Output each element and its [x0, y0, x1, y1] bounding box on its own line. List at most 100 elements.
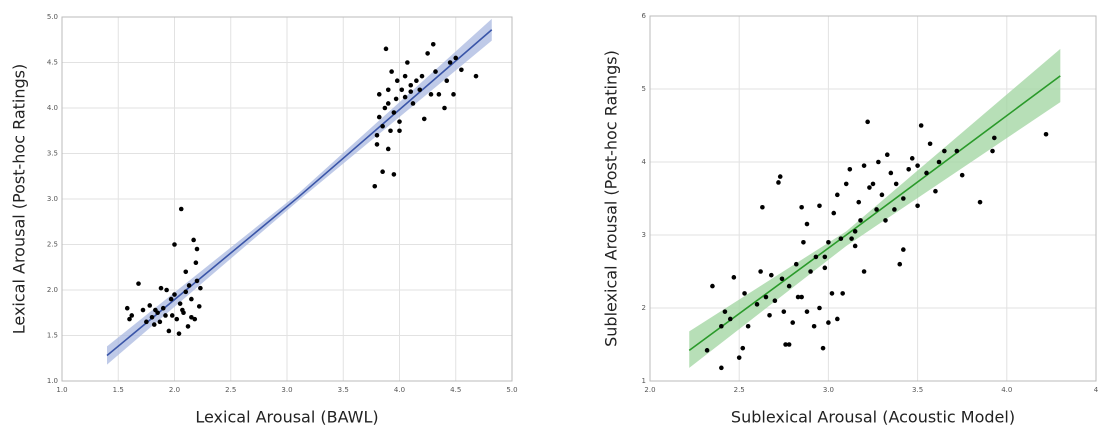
- x-tick-label: 4.0: [1001, 386, 1012, 394]
- data-point: [397, 128, 402, 134]
- data-point: [393, 96, 399, 102]
- data-point: [874, 207, 879, 212]
- data-point: [767, 313, 772, 318]
- data-point: [151, 322, 157, 327]
- data-point: [178, 206, 184, 212]
- y-tick-label: 3.5: [47, 150, 58, 158]
- data-point: [417, 87, 423, 93]
- data-point: [779, 276, 785, 282]
- data-point: [388, 128, 393, 134]
- data-point: [193, 260, 199, 266]
- data-point: [858, 218, 863, 223]
- data-point: [391, 172, 397, 177]
- data-point: [189, 315, 194, 320]
- data-point: [861, 163, 867, 168]
- data-point: [781, 309, 787, 314]
- data-point: [389, 69, 394, 74]
- data-point: [174, 316, 180, 322]
- data-point: [124, 305, 130, 311]
- data-point: [451, 92, 456, 97]
- data-point: [936, 159, 942, 165]
- data-point: [924, 170, 929, 176]
- x-tick-label: 2.5: [734, 386, 745, 394]
- data-point: [164, 287, 169, 293]
- data-point: [153, 307, 158, 313]
- data-point: [884, 152, 890, 157]
- y-tick-label: 5: [642, 85, 646, 93]
- data-point: [722, 309, 728, 314]
- data-point: [776, 180, 781, 185]
- data-point: [901, 196, 906, 201]
- data-point: [822, 265, 828, 271]
- data-point: [933, 188, 938, 194]
- data-point: [852, 243, 858, 249]
- data-point: [127, 316, 132, 322]
- data-point: [149, 315, 155, 320]
- data-point: [817, 305, 822, 311]
- data-point: [433, 69, 438, 74]
- data-point: [727, 316, 733, 322]
- data-point: [901, 247, 906, 252]
- x-tick-label: 4: [1094, 386, 1099, 394]
- x-tick-label: 4.0: [394, 386, 405, 394]
- data-point: [380, 169, 385, 174]
- data-point: [801, 240, 806, 245]
- data-point: [172, 242, 177, 247]
- data-point: [758, 269, 763, 274]
- data-point: [820, 345, 826, 351]
- data-point: [817, 203, 822, 209]
- data-point: [754, 302, 760, 307]
- data-point: [849, 236, 854, 241]
- data-point: [856, 199, 862, 205]
- regression-line: [106, 29, 493, 357]
- data-point: [394, 78, 400, 83]
- data-point: [813, 254, 819, 260]
- data-point: [915, 163, 920, 168]
- data-point: [385, 146, 391, 152]
- data-point: [385, 101, 391, 106]
- y-tick-label: 6: [642, 12, 647, 20]
- data-point: [176, 331, 182, 336]
- data-point: [736, 355, 742, 360]
- data-point: [852, 229, 858, 234]
- data-point: [829, 291, 835, 296]
- data-point: [410, 101, 416, 106]
- y-tick-label: 4.0: [47, 104, 58, 112]
- data-point: [804, 309, 810, 314]
- data-point: [838, 236, 844, 241]
- data-point: [147, 303, 153, 308]
- data-point: [473, 73, 479, 79]
- data-point: [811, 323, 817, 329]
- data-point: [790, 320, 796, 325]
- x-tick-label: 3.5: [338, 386, 349, 394]
- plot-frame: [649, 15, 1097, 382]
- data-point: [772, 298, 778, 304]
- data-point: [194, 246, 200, 252]
- y-tick-label: 3: [642, 231, 646, 239]
- x-tick-label: 2.0: [644, 386, 655, 394]
- data-point: [447, 60, 453, 65]
- data-point: [719, 365, 724, 371]
- data-point: [160, 305, 166, 311]
- data-point: [136, 281, 141, 286]
- y-axis-label: Lexical Arousal (Post-hoc Ratings): [10, 64, 29, 334]
- data-point: [942, 148, 947, 154]
- y-tick-label: 2.5: [47, 241, 58, 249]
- data-point: [822, 254, 828, 260]
- x-tick-label: 5.0: [506, 386, 517, 394]
- data-point: [892, 207, 897, 212]
- data-point: [840, 291, 845, 296]
- data-point: [399, 87, 405, 93]
- data-point: [405, 60, 410, 65]
- data-point: [376, 114, 382, 120]
- data-point: [414, 78, 419, 83]
- x-tick-label: 4.5: [450, 386, 461, 394]
- x-tick-label: 1.0: [56, 386, 67, 394]
- data-point: [740, 345, 746, 351]
- y-tick-label: 5.0: [47, 13, 58, 21]
- confidence-band: [107, 18, 492, 365]
- data-point: [177, 301, 183, 306]
- x-tick-label: 2.0: [169, 386, 180, 394]
- data-point: [883, 218, 888, 223]
- data-point: [786, 283, 792, 289]
